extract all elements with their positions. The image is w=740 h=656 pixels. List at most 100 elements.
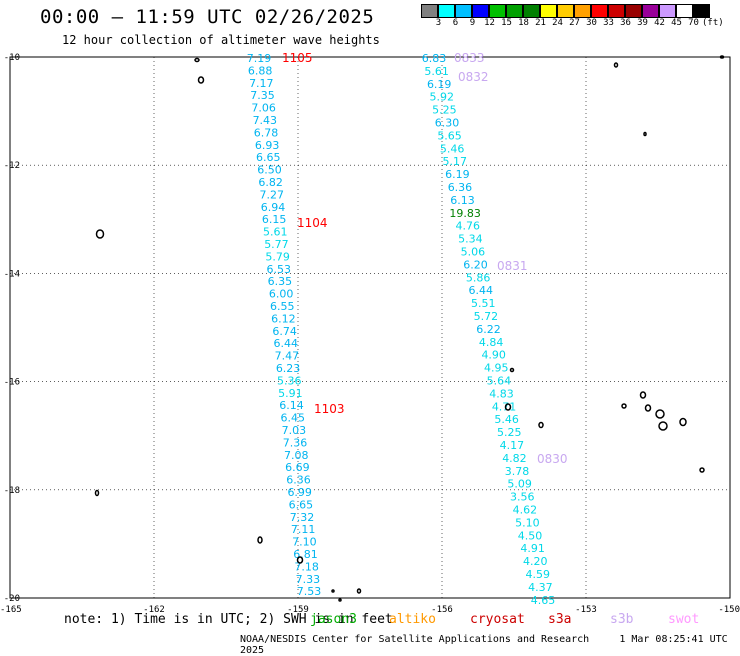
legend-swatch <box>557 4 574 18</box>
legend-label: 21 <box>535 18 546 28</box>
legend-swatch <box>455 4 472 18</box>
track-left-value: 7.19 <box>247 52 272 65</box>
island-outline <box>257 536 263 544</box>
track-left-value: 6.55 <box>270 300 295 313</box>
island-outline <box>643 131 647 137</box>
legend-swatch <box>642 4 659 18</box>
track-left-value: 7.08 <box>284 449 309 462</box>
track-left-value: 6.12 <box>271 312 296 325</box>
track-left-value: 6.99 <box>287 486 312 499</box>
track-left-value: 6.65 <box>289 498 314 511</box>
track-right-value: 6.19 <box>427 78 452 91</box>
mission-label: altiko <box>389 612 436 627</box>
legend-swatches <box>421 4 724 18</box>
track-right-value: 6.44 <box>468 284 493 297</box>
track-right-value: 5.34 <box>458 233 483 246</box>
legend-label: 24 <box>552 18 563 28</box>
mission-label: jason3 <box>310 612 357 627</box>
map-frame <box>9 56 731 599</box>
track-right-value: 5.51 <box>471 297 496 310</box>
island-outline <box>331 589 335 593</box>
track-right-value: 19.83 <box>449 207 481 220</box>
island-outline <box>613 62 619 68</box>
track-right-value: 5.25 <box>432 104 457 117</box>
island-outline <box>538 421 544 429</box>
track-right-value: 5.72 <box>474 310 499 323</box>
legend-swatch <box>421 4 438 18</box>
y-tick-label: -20 <box>4 594 20 604</box>
legend-swatch <box>625 4 642 18</box>
x-tick-label: -156 <box>431 605 453 615</box>
track-left-value: 5.77 <box>264 238 289 251</box>
track-left-value: 5.36 <box>277 374 302 387</box>
track-right-value: 4.59 <box>526 568 551 581</box>
mission-label: s3b <box>610 612 634 627</box>
track-left-value: 7.36 <box>283 436 308 449</box>
track-right-value: 5.17 <box>443 155 468 168</box>
island-outline <box>509 367 515 373</box>
track-left-value: 6.14 <box>279 399 304 412</box>
track-left-value: 6.88 <box>248 64 273 77</box>
mission-label: s3a <box>548 612 572 627</box>
track-right-value: 4.62 <box>513 504 538 517</box>
legend-label: 12 <box>484 18 495 28</box>
pass-label: 1103 <box>314 402 345 416</box>
island-outline <box>296 556 304 564</box>
track-right-value: 4.17 <box>500 439 525 452</box>
x-tick-label: -150 <box>718 605 740 615</box>
track-left-value: 7.47 <box>275 350 300 363</box>
pass-label: 0833 <box>454 51 485 65</box>
track-left-value: 7.27 <box>260 188 285 201</box>
track-right-value: 4.91 <box>520 542 545 555</box>
track-right-value: 6.13 <box>450 194 475 207</box>
track-right-value: 4.95 <box>484 362 509 375</box>
legend-label: 39 <box>637 18 648 28</box>
track-left-value: 7.06 <box>251 102 276 115</box>
map-title: 00:00 – 11:59 UTC 02/26/2025 <box>40 6 375 28</box>
track-right-value: 5.64 <box>487 375 512 388</box>
track-right-value: 5.61 <box>424 65 449 78</box>
legend-labels: 3 6 9 12 15 18 21 24 27 30 33 36 39 42 45 70 (ft) <box>421 18 724 28</box>
track-right-value: 3.56 <box>510 491 535 504</box>
legend-label: 18 <box>518 18 529 28</box>
track-left-value: 7.11 <box>291 523 316 536</box>
pass-label: 0831 <box>497 259 528 273</box>
track-left-value: 7.35 <box>250 89 275 102</box>
legend-label: 27 <box>569 18 580 28</box>
legend-label: 42 <box>654 18 665 28</box>
footer-note: note: 1) Time is in UTC; 2) SWH is in fe… <box>64 612 393 627</box>
y-tick-label: -18 <box>4 486 20 496</box>
track-right-value: 6.22 <box>476 323 501 336</box>
track-right-value: 4.90 <box>481 349 506 362</box>
track-left-value: 6.44 <box>273 337 298 350</box>
map-subtitle: 12 hour collection of altimeter wave hei… <box>62 33 380 47</box>
legend-swatch <box>472 4 489 18</box>
island-outline <box>639 391 647 399</box>
track-right-value: 6.20 <box>463 258 488 271</box>
y-tick-label: -16 <box>4 378 20 388</box>
track-left-value: 7.33 <box>296 573 321 586</box>
track-right-value: 5.10 <box>515 516 540 529</box>
track-left-value: 6.78 <box>254 126 279 139</box>
track-right-value: 5.86 <box>466 271 491 284</box>
footer-credit-line: NOAA/NESDIS Center for Satellite Applica… <box>240 634 740 656</box>
island-outline <box>658 421 668 431</box>
track-right-value: 3.78 <box>505 465 530 478</box>
legend-label: 3 <box>435 18 442 28</box>
legend-label: 15 <box>501 18 512 28</box>
pass-label: 1105 <box>282 51 313 65</box>
legend-swatch <box>506 4 523 18</box>
island-outline <box>194 57 200 63</box>
island-outline <box>94 489 100 497</box>
track-left-value: 6.45 <box>280 412 305 425</box>
legend-label: 33 <box>603 18 614 28</box>
track-left-value: 7.10 <box>292 536 317 549</box>
legend-label: 70 <box>688 18 699 28</box>
track-right-value: 4.83 <box>489 387 514 400</box>
island-outline <box>644 404 652 412</box>
track-left-value: 7.43 <box>253 114 278 127</box>
island-outline <box>719 55 725 59</box>
legend-label: 36 <box>620 18 631 28</box>
mission-label: cryosat <box>470 612 525 627</box>
